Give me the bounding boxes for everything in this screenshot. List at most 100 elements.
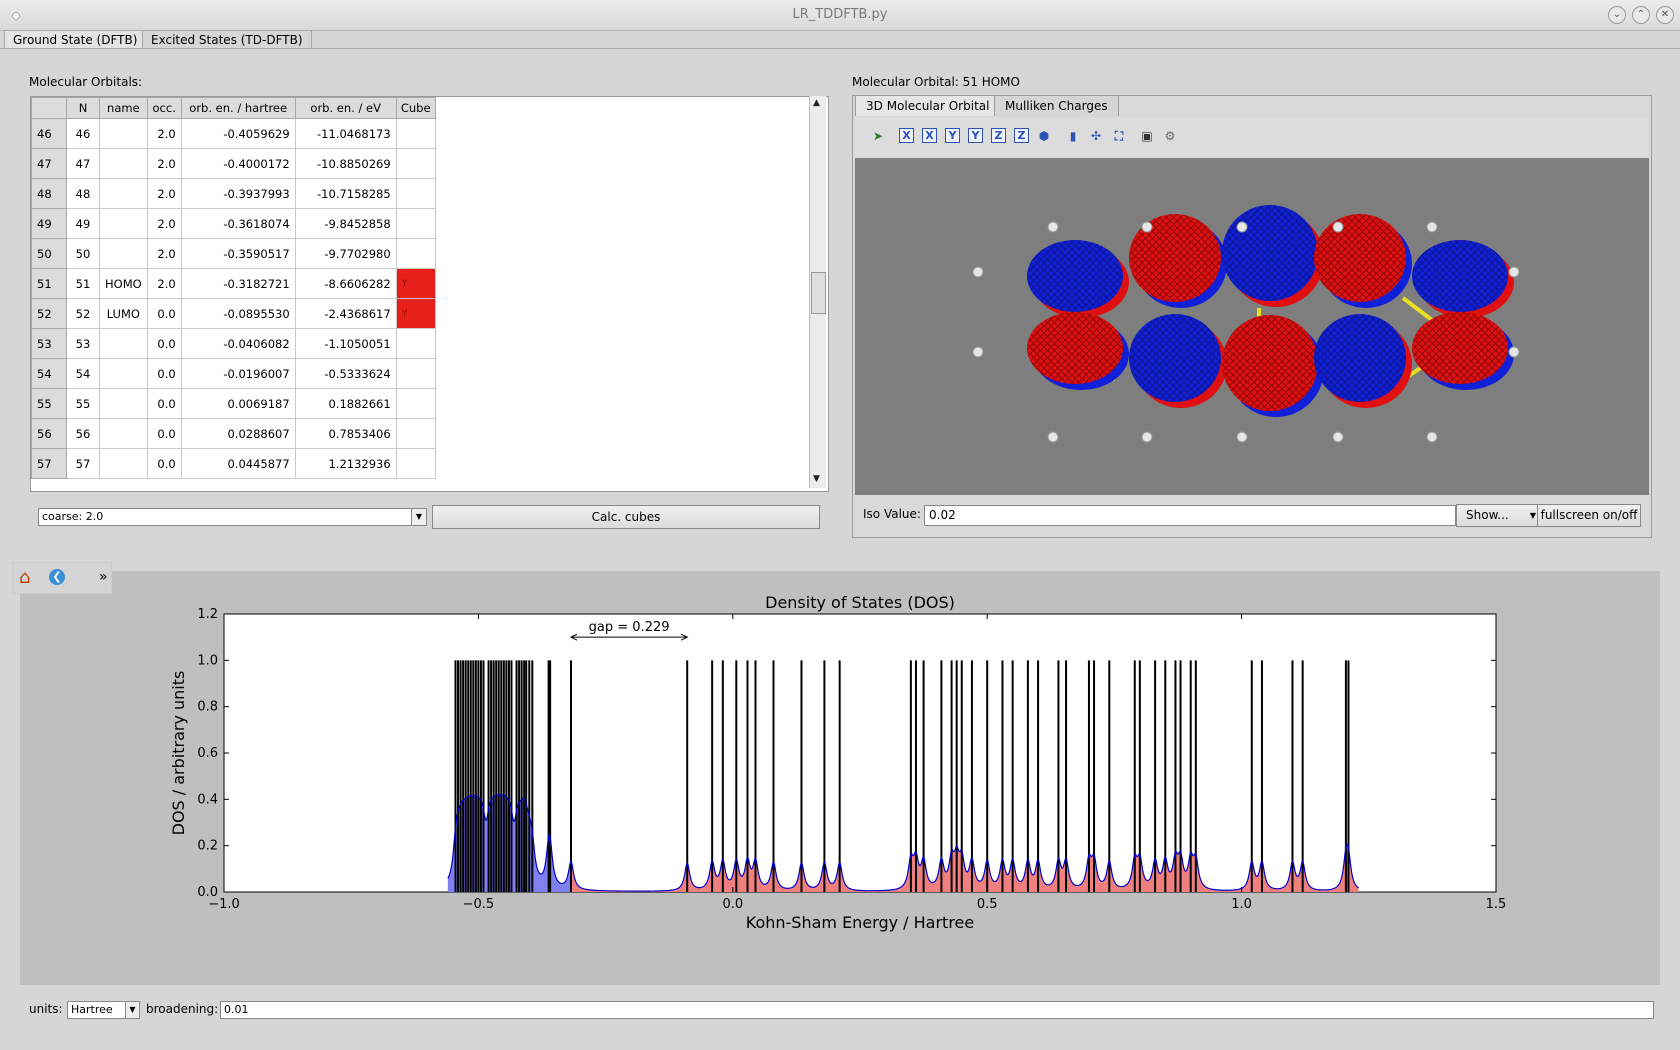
cell-cube[interactable] <box>395 208 436 239</box>
maximize-icon[interactable]: ⌃ <box>1632 6 1650 24</box>
table-row[interactable]: 56 56 0.0 0.0288607 0.7853406 <box>31 418 436 449</box>
view-z-icon[interactable]: Z <box>991 128 1006 143</box>
fit-view-icon[interactable]: ⛶ <box>1114 129 1124 143</box>
cell-ev[interactable]: -10.8850269 <box>294 148 397 179</box>
cell-cube[interactable] <box>395 238 436 269</box>
cell-ev[interactable]: 0.1882661 <box>294 388 397 419</box>
close-icon[interactable]: ✕ <box>1656 6 1674 24</box>
cell-hartree[interactable]: -0.3937993 <box>180 178 296 209</box>
row-header[interactable]: 57 <box>31 448 67 479</box>
cell-hartree[interactable]: -0.3618074 <box>180 208 296 239</box>
cell-hartree[interactable]: -0.4000172 <box>180 148 296 179</box>
row-header[interactable]: 47 <box>31 148 67 179</box>
cell-occ[interactable]: 2.0 <box>146 148 182 179</box>
row-header[interactable]: 52 <box>31 298 67 329</box>
table-row[interactable]: 51 51 HOMO 2.0 -0.3182721 -8.6606282 Y <box>31 268 436 299</box>
column-header-name[interactable]: name <box>99 97 148 119</box>
cell-n[interactable]: 57 <box>66 448 100 479</box>
tab-mulliken-charges[interactable]: Mulliken Charges <box>994 95 1119 116</box>
table-row[interactable]: 54 54 0.0 -0.0196007 -0.5333624 <box>31 358 436 389</box>
minimize-icon[interactable]: ⌄ <box>1608 6 1626 24</box>
cell-hartree[interactable]: -0.0196007 <box>180 358 296 389</box>
cell-cube[interactable] <box>395 328 436 359</box>
cell-name[interactable] <box>99 358 148 389</box>
orbitals-scrollbar[interactable]: ▲ ▼ <box>809 96 826 488</box>
cell-n[interactable]: 52 <box>66 298 100 329</box>
cell-n[interactable]: 54 <box>66 358 100 389</box>
cell-cube[interactable] <box>395 448 436 479</box>
cell-name[interactable] <box>99 388 148 419</box>
table-row[interactable]: 48 48 2.0 -0.3937993 -10.7158285 <box>31 178 436 209</box>
select-arrow-icon[interactable]: ➤ <box>872 129 884 143</box>
cell-name[interactable]: HOMO <box>99 268 148 299</box>
cell-n[interactable]: 49 <box>66 208 100 239</box>
cell-occ[interactable]: 0.0 <box>146 328 182 359</box>
cell-name[interactable] <box>99 118 148 149</box>
cell-ev[interactable]: -9.7702980 <box>294 238 397 269</box>
cell-cube[interactable] <box>395 148 436 179</box>
fullscreen-toggle-button[interactable]: fullscreen on/off <box>1537 504 1641 527</box>
scroll-thumb[interactable] <box>811 272 826 314</box>
iso-value-input[interactable]: 0.02 <box>924 505 1456 526</box>
column-header-ev[interactable]: orb. en. / eV <box>294 97 397 119</box>
view-minus-y-icon[interactable]: Y <box>968 128 983 143</box>
back-icon[interactable]: ❮ <box>49 569 65 585</box>
cell-ev[interactable]: 0.7853406 <box>294 418 397 449</box>
cell-ev[interactable]: -2.4368617 <box>294 298 397 329</box>
cell-name[interactable]: LUMO <box>99 298 148 329</box>
more-tools-icon[interactable]: » <box>99 569 108 585</box>
home-icon[interactable]: ⌂ <box>19 567 31 588</box>
table-row[interactable]: 46 46 2.0 -0.4059629 -11.0468173 <box>31 118 436 149</box>
column-header-cube[interactable]: Cube <box>395 97 436 119</box>
save-icon[interactable]: ▣ <box>1141 129 1153 143</box>
row-header[interactable]: 53 <box>31 328 67 359</box>
row-header[interactable]: 46 <box>31 118 67 149</box>
chevron-down-icon[interactable]: ▼ <box>411 509 426 525</box>
cell-ev[interactable]: -0.5333624 <box>294 358 397 389</box>
cube-resolution-select[interactable]: coarse: 2.0 ▼ <box>38 508 427 526</box>
tab-ground-state[interactable]: Ground State (DFTB) <box>4 30 147 49</box>
column-header-n[interactable]: N <box>66 97 100 119</box>
table-row[interactable]: 50 50 2.0 -0.3590517 -9.7702980 <box>31 238 436 269</box>
table-row[interactable]: 47 47 2.0 -0.4000172 -10.8850269 <box>31 148 436 179</box>
cell-n[interactable]: 47 <box>66 148 100 179</box>
tab-3d-orbital[interactable]: 3D Molecular Orbital <box>855 95 1001 116</box>
show-dropdown-button[interactable]: Show... ▼ <box>1456 504 1541 527</box>
cell-occ[interactable]: 0.0 <box>146 358 182 389</box>
cell-name[interactable] <box>99 148 148 179</box>
cell-cube[interactable] <box>395 358 436 389</box>
cell-cube[interactable]: Y <box>395 268 436 299</box>
dos-chart[interactable]: gap = 0.229 −1.0 −0.5 0.0 0.5 1.0 1.5 0.0 0.2 0.4… <box>20 571 1660 985</box>
table-row[interactable]: 53 53 0.0 -0.0406082 -1.1050051 <box>31 328 436 359</box>
cell-hartree[interactable]: -0.4059629 <box>180 118 296 149</box>
cell-hartree[interactable]: -0.0406082 <box>180 328 296 359</box>
cell-n[interactable]: 56 <box>66 418 100 449</box>
row-header[interactable]: 50 <box>31 238 67 269</box>
cell-hartree[interactable]: -0.0895530 <box>180 298 296 329</box>
row-header[interactable]: 49 <box>31 208 67 239</box>
cell-occ[interactable]: 2.0 <box>146 238 182 269</box>
table-row[interactable]: 57 57 0.0 0.0445877 1.2132936 <box>31 448 436 479</box>
chevron-down-icon[interactable]: ▼ <box>125 1002 139 1018</box>
table-row[interactable]: 52 52 LUMO 0.0 -0.0895530 -2.4368617 Y <box>31 298 436 329</box>
cell-hartree[interactable]: 0.0288607 <box>180 418 296 449</box>
cell-cube[interactable] <box>395 118 436 149</box>
broadening-input[interactable]: 0.01 <box>220 1001 1654 1019</box>
cell-hartree[interactable]: 0.0069187 <box>180 388 296 419</box>
view-y-icon[interactable]: Y <box>945 128 960 143</box>
cell-ev[interactable]: -10.7158285 <box>294 178 397 209</box>
cell-n[interactable]: 48 <box>66 178 100 209</box>
cell-ev[interactable]: 1.2132936 <box>294 448 397 479</box>
cell-name[interactable] <box>99 178 148 209</box>
table-row[interactable]: 55 55 0.0 0.0069187 0.1882661 <box>31 388 436 419</box>
window-menu-icon[interactable] <box>12 12 20 20</box>
row-header[interactable]: 51 <box>31 268 67 299</box>
settings-gear-icon[interactable]: ⚙ <box>1164 129 1176 143</box>
column-header-hartree[interactable]: orb. en. / hartree <box>180 97 296 119</box>
table-row[interactable]: 49 49 2.0 -0.3618074 -9.8452858 <box>31 208 436 239</box>
units-select[interactable]: Hartree ▼ <box>67 1001 140 1019</box>
row-header[interactable]: 55 <box>31 388 67 419</box>
view-minus-z-icon[interactable]: Z <box>1014 128 1029 143</box>
scroll-down-icon[interactable]: ▼ <box>813 474 820 484</box>
cell-name[interactable] <box>99 238 148 269</box>
